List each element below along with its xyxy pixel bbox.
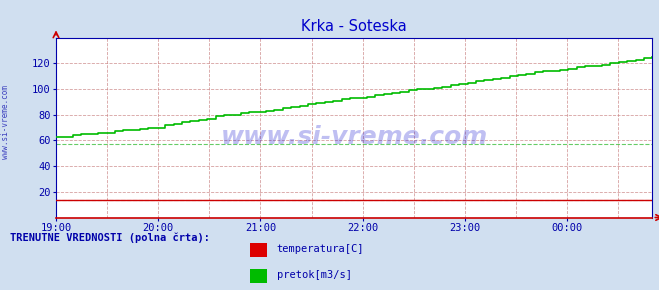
Text: www.si-vreme.com: www.si-vreme.com <box>1 85 10 159</box>
Text: www.si-vreme.com: www.si-vreme.com <box>221 125 488 148</box>
Bar <box>250 243 267 257</box>
Text: pretok[m3/s]: pretok[m3/s] <box>277 270 352 280</box>
Text: TRENUTNE VREDNOSTI (polna črta):: TRENUTNE VREDNOSTI (polna črta): <box>10 233 210 243</box>
Text: temperatura[C]: temperatura[C] <box>277 244 364 254</box>
Bar <box>250 269 267 283</box>
Title: Krka - Soteska: Krka - Soteska <box>301 19 407 34</box>
